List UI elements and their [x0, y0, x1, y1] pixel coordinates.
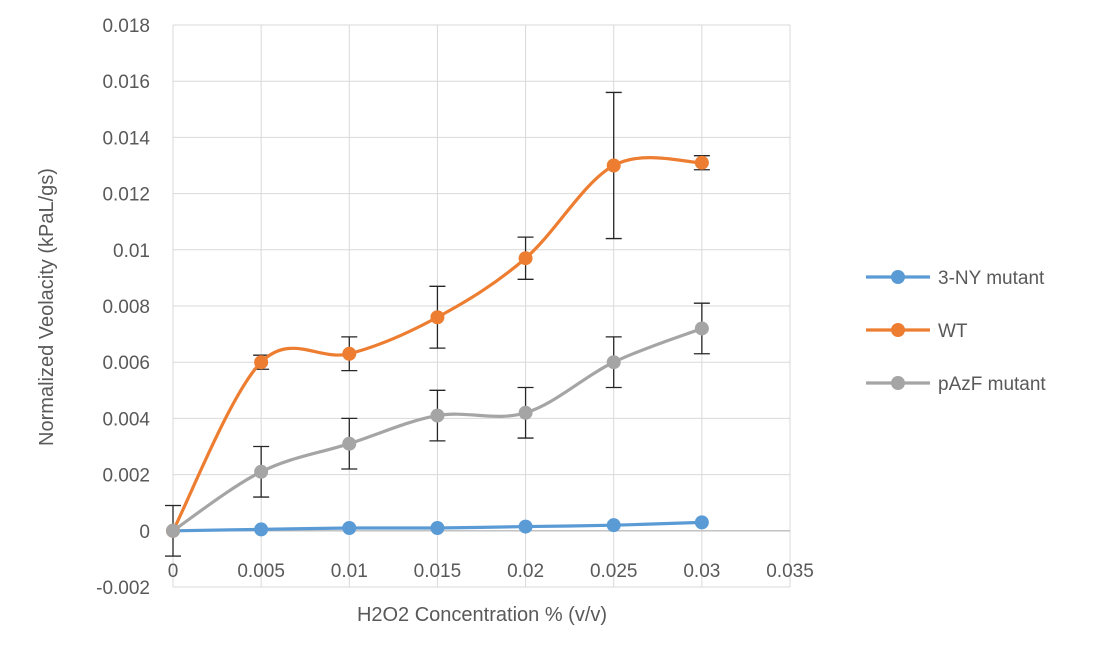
legend-marker	[891, 270, 905, 284]
y-tick-label: -0.002	[96, 578, 150, 599]
x-tick-label: 0.005	[237, 561, 285, 582]
data-points	[166, 155, 709, 538]
y-tick-label: 0.006	[102, 353, 150, 374]
data-point	[254, 355, 269, 370]
x-tick-label: 0	[168, 561, 179, 582]
data-point	[342, 520, 357, 535]
data-point	[430, 520, 445, 535]
data-point	[518, 405, 533, 420]
data-point	[342, 436, 357, 451]
data-point	[430, 408, 445, 423]
data-point	[518, 251, 533, 266]
data-point	[254, 522, 269, 537]
y-tick-label: 0.012	[102, 185, 150, 206]
y-tick-labels: -0.002 0 0.002 0.004 0.006 0.008 0.01 0.012 0.01…	[96, 16, 150, 599]
x-tick-labels: 0 0.005 0.01 0.015 0.02 0.025 0.03 0.035	[168, 561, 814, 582]
y-tick-label: 0.018	[102, 16, 150, 37]
data-point	[606, 518, 621, 533]
y-tick-label: 0.016	[102, 72, 150, 93]
legend-item: pAzF mutant	[866, 374, 1046, 395]
data-point	[430, 310, 445, 325]
data-point	[342, 346, 357, 361]
y-tick-label: 0.002	[102, 466, 150, 487]
data-point	[606, 158, 621, 173]
y-axis-title: Normalized Veolacity (kPaL/gs)	[36, 168, 58, 446]
data-point	[694, 321, 709, 336]
data-point	[518, 519, 533, 534]
legend: 3-NY mutant WT pAzF mutant	[866, 268, 1046, 395]
data-point	[606, 355, 621, 370]
x-axis-title: H2O2 Concentration % (v/v)	[357, 604, 607, 626]
x-tick-label: 0.03	[683, 561, 720, 582]
x-tick-label: 0.01	[331, 561, 368, 582]
data-point	[694, 515, 709, 530]
legend-marker	[891, 376, 905, 390]
x-tick-label: 0.015	[414, 561, 462, 582]
y-tick-label: 0.014	[102, 128, 150, 149]
legend-item: 3-NY mutant	[866, 268, 1045, 289]
gridlines	[172, 24, 791, 588]
legend-label: 3-NY mutant	[938, 268, 1045, 289]
x-tick-label: 0.035	[766, 561, 814, 582]
legend-marker	[891, 323, 905, 337]
data-point	[166, 523, 180, 538]
x-tick-label: 0.025	[590, 561, 638, 582]
y-tick-label: 0.01	[113, 241, 150, 262]
data-point	[694, 155, 709, 170]
y-tick-label: 0	[139, 522, 150, 543]
y-tick-label: 0.004	[102, 409, 150, 430]
data-point	[254, 464, 269, 479]
legend-label: pAzF mutant	[938, 374, 1046, 395]
legend-label: WT	[938, 321, 968, 342]
y-tick-label: 0.008	[102, 297, 150, 318]
x-tick-label: 0.02	[507, 561, 544, 582]
legend-item: WT	[866, 321, 968, 342]
